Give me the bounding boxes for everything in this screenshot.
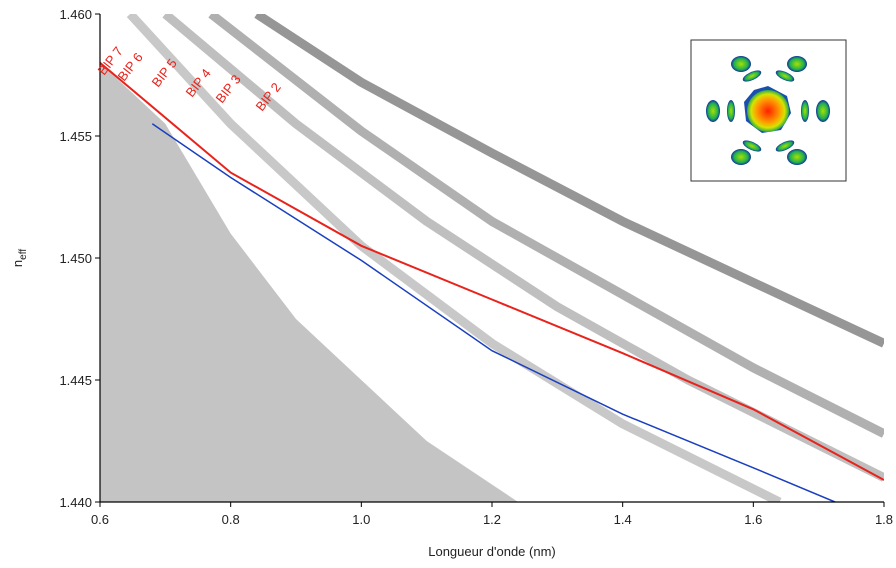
- lobe: [731, 149, 751, 165]
- y-tick-label: 1.450: [59, 251, 92, 266]
- y-label-subscript: eff: [18, 249, 29, 260]
- x-tick-label: 1.6: [744, 512, 762, 527]
- line: [100, 62, 884, 481]
- y-tick-label: 1.455: [59, 129, 92, 144]
- y-tick-label: 1.460: [59, 7, 92, 22]
- lobe: [787, 149, 807, 165]
- x-tick-label: 1.0: [352, 512, 370, 527]
- x-axis-label: Longueur d'onde (nm): [428, 544, 556, 559]
- line: [151, 123, 836, 502]
- lobe: [731, 56, 751, 72]
- plot-area: [100, 14, 884, 502]
- lobe: [816, 100, 830, 122]
- x-tick-label: 1.4: [614, 512, 632, 527]
- x-tick-label: 1.2: [483, 512, 501, 527]
- y-tick-label: 1.445: [59, 373, 92, 388]
- area: [100, 62, 519, 502]
- x-tick-label: 1.8: [875, 512, 893, 527]
- x-tick-label: 0.8: [222, 512, 240, 527]
- mode-profile-inset: [690, 39, 847, 182]
- lobe: [801, 100, 809, 122]
- y-label-main: n: [10, 260, 25, 267]
- lobe: [742, 70, 762, 82]
- band: [208, 14, 884, 438]
- lobe: [787, 56, 807, 72]
- y-axis-label: neff: [10, 249, 29, 267]
- band: [254, 14, 884, 348]
- x-tick-label: 0.6: [91, 512, 109, 527]
- lobe: [775, 140, 795, 152]
- lobe: [706, 100, 720, 122]
- lobe: [775, 70, 795, 82]
- band: [126, 14, 782, 502]
- lobe: [742, 140, 762, 152]
- y-tick-label: 1.440: [59, 495, 92, 510]
- lobe: [727, 100, 735, 122]
- core: [747, 90, 789, 132]
